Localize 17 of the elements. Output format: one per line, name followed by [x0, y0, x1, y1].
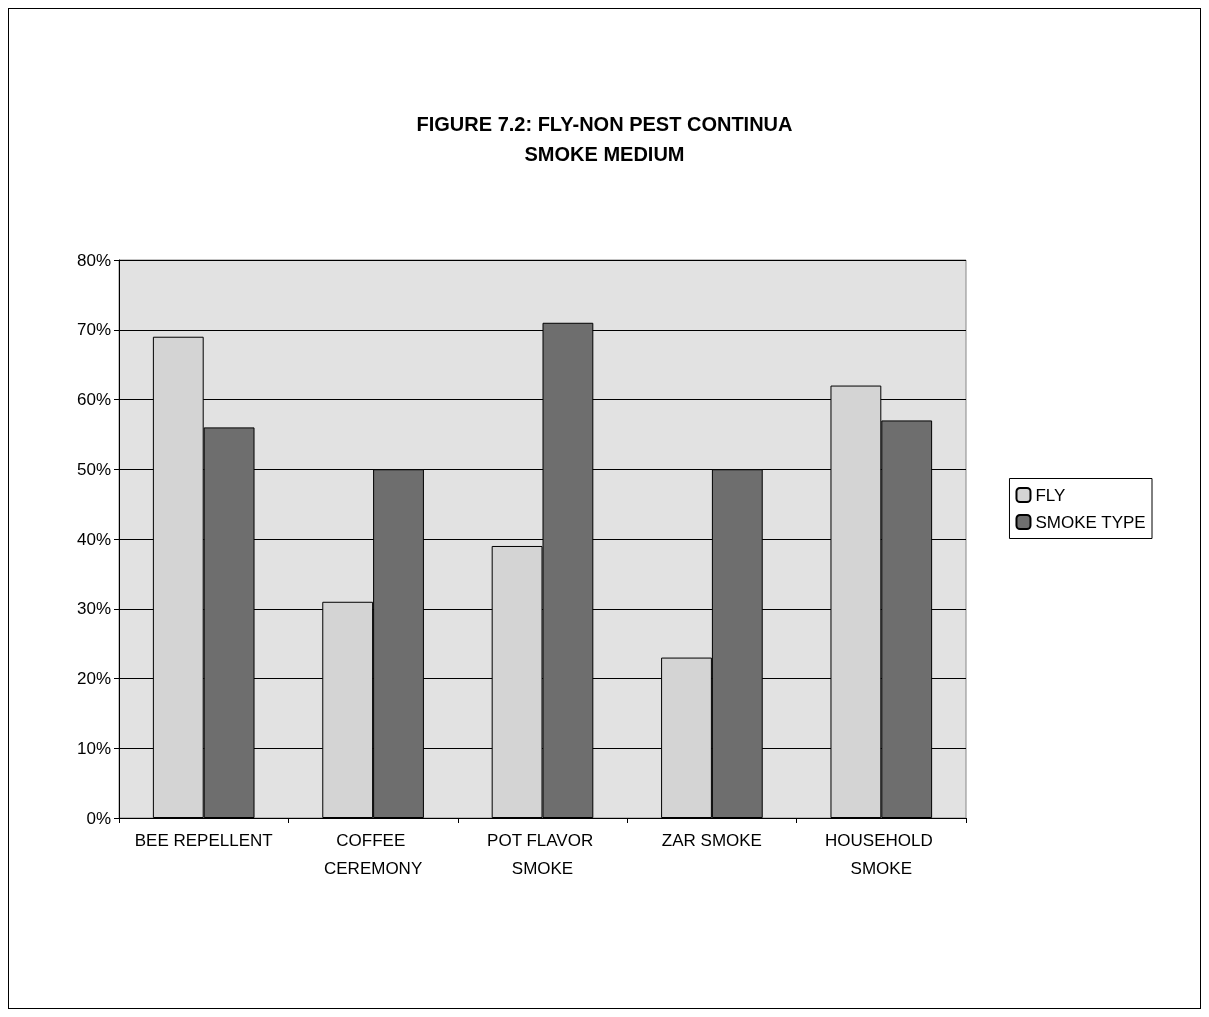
y-tick-label: 70%	[76, 320, 111, 340]
x-tick-label: COFFEE CEREMONY	[323, 830, 423, 878]
y-tick-label: 80%	[76, 250, 111, 270]
x-tick-label: HOUSEHOLD SMOKE	[825, 830, 938, 878]
y-tick-label: 20%	[76, 669, 111, 688]
x-tick-label: BEE REPELLENT	[134, 830, 273, 850]
chart-title: FIGURE 7.2: FLY-NON PEST CONTINUA SMOKE MEDIUM	[416, 113, 793, 165]
x-tick-label: POT FLAVOR SMOKE	[487, 830, 598, 878]
y-tick-label: 60%	[76, 390, 111, 409]
y-tick-label: 10%	[76, 738, 111, 758]
y-tick-label: 40%	[76, 529, 111, 549]
legend-label: SMOKE TYPE	[1035, 512, 1146, 532]
y-tick-label: 0%	[86, 808, 111, 828]
legend-label: FLY	[1035, 485, 1066, 505]
x-tick-label: ZAR SMOKE	[661, 830, 762, 850]
y-tick-label: 30%	[76, 599, 111, 619]
y-tick-label: 50%	[76, 459, 111, 479]
